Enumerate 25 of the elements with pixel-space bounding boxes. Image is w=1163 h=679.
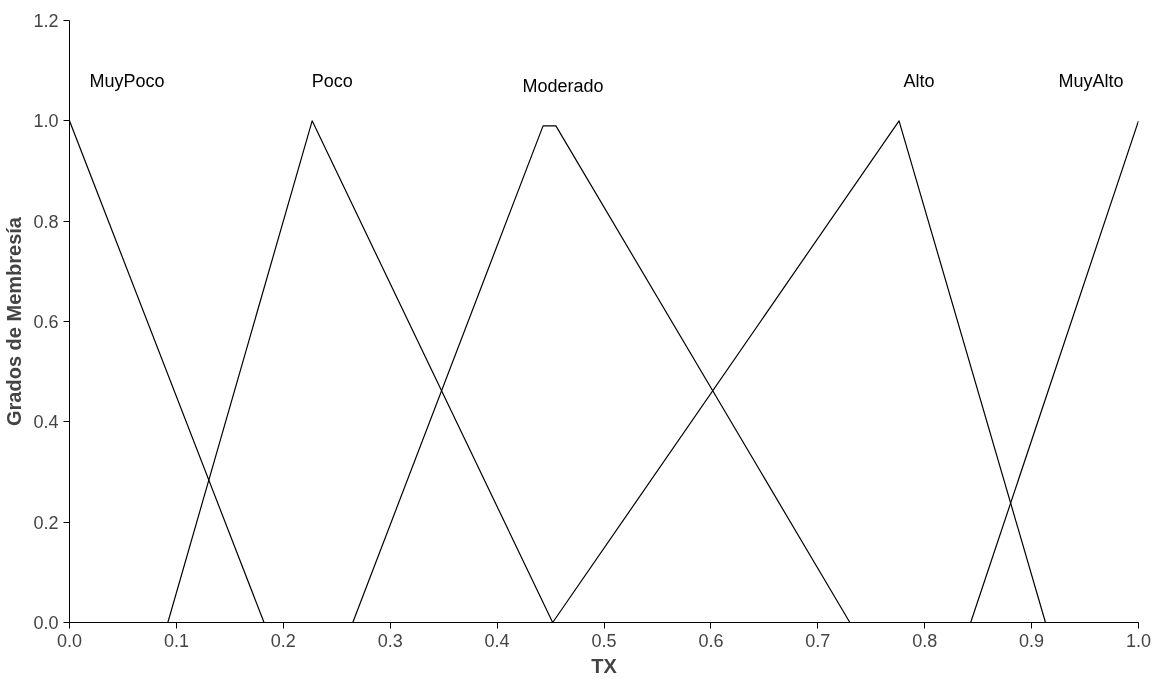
- x-tick-label: 0.6: [698, 630, 724, 651]
- y-tick-label: 1.2: [33, 11, 59, 31]
- x-tick-label: 0.0: [56, 630, 83, 651]
- x-tick-label: 0.4: [484, 630, 510, 651]
- y-tick-label: 1.0: [33, 111, 59, 132]
- x-tick-label: 0.5: [591, 630, 617, 651]
- y-tick-label: 0.8: [33, 211, 59, 232]
- text: MuyPoco: [89, 70, 165, 91]
- x-tick-label: 0.2: [270, 630, 296, 651]
- x-tick-label: 0.1: [163, 630, 189, 651]
- series-label: Alto: [903, 70, 935, 91]
- y-tick-label: 0.2: [33, 512, 59, 533]
- x-tick-label: 0.9: [1019, 630, 1045, 651]
- text: Moderado: [522, 75, 604, 96]
- x-tick-label: 0.3: [377, 630, 403, 651]
- x-tick-label: 0.8: [912, 630, 938, 651]
- y-tick-label: 0.4: [33, 412, 59, 433]
- y-axis-title: Grados de Membresía: [3, 216, 26, 426]
- x-tick-label: 0.7: [805, 630, 831, 651]
- x-axis-title: TX: [591, 654, 618, 677]
- y-tick-label: 0.6: [33, 312, 59, 332]
- series-label: MuyAlto: [1058, 70, 1124, 91]
- series-label: Poco: [311, 70, 353, 91]
- y-tick-label: 0.0: [33, 613, 59, 633]
- x-tick-label: 1.0: [1125, 630, 1152, 651]
